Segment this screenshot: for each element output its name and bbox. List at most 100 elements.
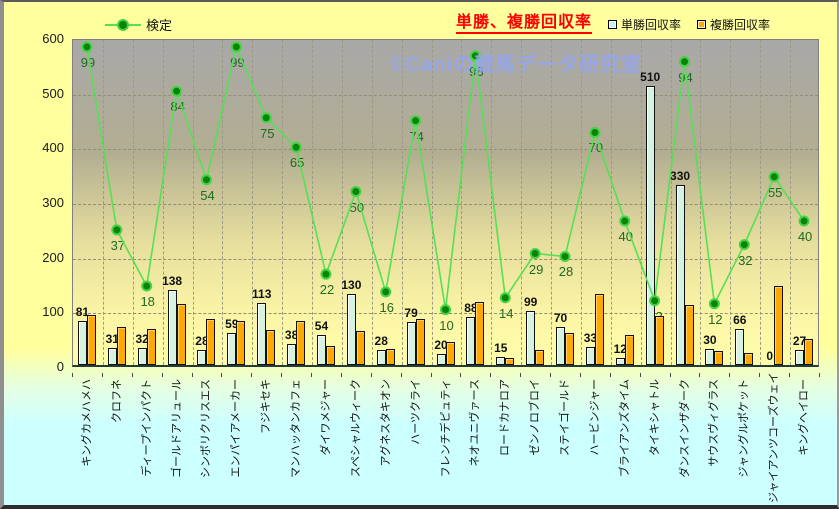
x-axis-tick (729, 373, 731, 377)
x-axis-tick (789, 373, 791, 377)
win-bar (77, 320, 87, 365)
v-gridline (132, 40, 134, 365)
x-axis-tick (460, 373, 462, 377)
win-bar (556, 326, 566, 365)
win-bar (526, 310, 536, 365)
x-category-label: キングカメハメハ (80, 379, 93, 467)
v-gridline (521, 40, 523, 365)
y-tick-label: 0 (56, 359, 64, 374)
x-axis-tick (311, 373, 313, 377)
kentei-point-label: 16 (379, 299, 394, 315)
x-category-label: フレンチデピュティ (439, 379, 452, 478)
x-category-label: アグネスタキオン (379, 379, 392, 467)
x-axis-tick (161, 373, 163, 377)
x-axis-tick (72, 373, 73, 377)
place-bar (594, 293, 604, 365)
x-category-label: ハーツクライ (409, 379, 422, 445)
place-bar (684, 304, 694, 365)
legend-item-place: 複勝回収率 (697, 16, 770, 33)
v-gridline (551, 40, 553, 365)
kentei-point-label: 70 (588, 140, 604, 156)
place-bar (714, 350, 724, 365)
kentei-point-label: 75 (259, 125, 275, 141)
kentei-point-label: 40 (797, 229, 813, 245)
kentei-point-label: 37 (110, 237, 126, 253)
win-bar (257, 303, 267, 365)
kentei-point-label: 54 (200, 187, 215, 203)
watermark: ©Caniの競馬データ研究室 (390, 54, 643, 76)
place-bar (535, 349, 545, 365)
x-axis-tick (101, 373, 103, 377)
kentei-point-label: 12 (708, 311, 723, 327)
v-gridline (312, 40, 314, 365)
x-category-label: ジャングルポケット (738, 379, 751, 478)
kentei-point-label: 94 (678, 69, 693, 85)
place-bar (475, 301, 485, 365)
place-bar (146, 329, 156, 365)
x-category-label: ネオユニヴァース (469, 379, 482, 467)
x-axis-tick (699, 373, 701, 377)
win-bar (406, 321, 416, 365)
x-category-label: シンボリクリスエス (200, 379, 213, 478)
place-bar (505, 357, 515, 365)
win-bar-label: 20 (434, 338, 448, 353)
x-category-label: ダンスインザダーク (678, 379, 691, 478)
v-gridline (760, 40, 762, 365)
y-tick-label: 300 (42, 195, 64, 210)
h-gridline (73, 94, 818, 96)
chart-title: 単勝、複勝回収率 (456, 8, 593, 34)
win-bar-label: 27 (792, 334, 807, 349)
win-bar-label: 113 (252, 287, 272, 302)
place-bar (236, 320, 246, 365)
legend-line-series: 検定 (104, 15, 172, 34)
v-gridline (580, 40, 582, 365)
v-gridline (431, 40, 433, 365)
x-category-label: マンハッタンカフェ (290, 379, 303, 478)
win-bar (316, 335, 326, 365)
place-bar (266, 330, 276, 365)
x-category-label: タイキシャトル (648, 379, 661, 456)
kentei-point-label: 32 (738, 252, 753, 268)
win-bar (675, 184, 685, 365)
x-axis-tick (430, 373, 432, 377)
v-gridline (371, 40, 373, 365)
y-tick-label: 100 (42, 304, 64, 320)
x-axis-tick (340, 373, 342, 377)
x-category-label: ディープインパクト (140, 379, 153, 477)
v-gridline (730, 40, 732, 365)
place-bar (116, 327, 126, 365)
legend-item-win: 単勝回収率 (608, 16, 681, 33)
v-gridline (700, 40, 702, 365)
win-bar (795, 350, 805, 365)
v-gridline (640, 40, 642, 365)
x-category-label: ロードカナロア (499, 379, 512, 456)
kentei-point-label: 29 (528, 261, 544, 277)
win-bar-label: 31 (105, 332, 119, 347)
x-category-label: クロフネ (110, 379, 123, 423)
win-bar-label: 30 (703, 332, 717, 347)
x-axis-tick (400, 373, 402, 377)
v-gridline (282, 40, 284, 365)
win-bar-label: 38 (284, 328, 299, 343)
x-category-label: フジキセキ (260, 379, 273, 434)
win-bar (645, 86, 655, 365)
x-axis-labels: キングカメハメハ クロフネ ディープインパクト ゴールドアリュール シンボリクリスエス エ… (72, 373, 820, 505)
win-bar-label: 510 (640, 70, 661, 85)
v-gridline (670, 40, 672, 365)
legend-win-label: 単勝回収率 (621, 18, 682, 32)
win-bar (107, 348, 117, 365)
win-bar-label: 138 (162, 273, 183, 288)
win-bar (197, 349, 207, 365)
place-bar (565, 333, 575, 365)
x-axis-tick (579, 373, 581, 377)
place-bar (624, 334, 634, 365)
win-bar (735, 328, 745, 365)
h-gridline (73, 258, 818, 260)
x-axis-tick (759, 373, 761, 377)
place-bar (325, 346, 335, 365)
place-bar (385, 349, 395, 365)
x-axis-tick (281, 373, 283, 377)
x-axis-tick (370, 373, 372, 377)
v-gridline (162, 40, 164, 365)
